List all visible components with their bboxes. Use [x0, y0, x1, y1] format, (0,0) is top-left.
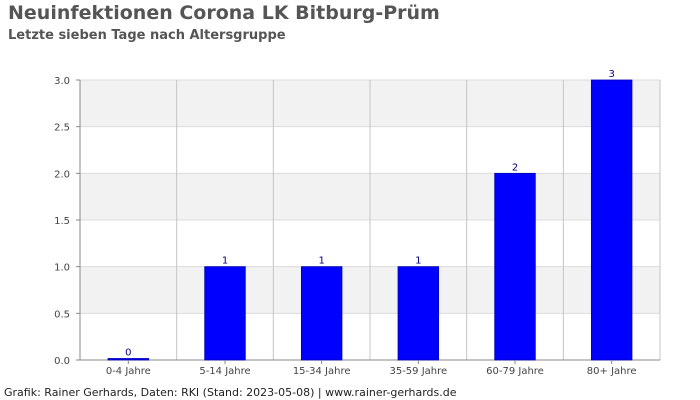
- x-tick-label: 15-34 Jahre: [293, 366, 351, 377]
- bar: [107, 358, 150, 361]
- chart-title: Neuinfektionen Corona LK Bitburg-Prüm: [8, 2, 440, 24]
- y-tick-label: 1.0: [54, 263, 70, 274]
- x-tick-label: 5-14 Jahre: [199, 366, 250, 377]
- x-tick-label: 60-79 Jahre: [486, 366, 544, 377]
- y-tick-label: 1.5: [54, 216, 70, 227]
- bar-data-label: 0: [125, 348, 131, 359]
- bar: [204, 266, 246, 361]
- y-tick-label: 2.5: [54, 123, 70, 134]
- y-tick-label: 0.5: [54, 309, 70, 320]
- x-tick-label: 35-59 Jahre: [389, 366, 447, 377]
- y-tick-label: 2.0: [54, 169, 70, 180]
- bar: [397, 266, 440, 361]
- y-tick-label: 0.0: [54, 356, 70, 367]
- bar: [590, 79, 633, 361]
- bar-data-label: 1: [222, 256, 228, 267]
- chart-subtitle: Letzte sieben Tage nach Altersgruppe: [8, 28, 286, 43]
- bar: [494, 172, 536, 361]
- bar-data-label: 1: [318, 256, 324, 267]
- bar-data-label: 3: [608, 69, 614, 80]
- y-tick-label: 3.0: [54, 76, 70, 87]
- x-tick-label: 80+ Jahre: [587, 366, 637, 377]
- bar-data-label: 1: [415, 256, 421, 267]
- bar: [300, 266, 343, 361]
- footer-credit: Grafik: Rainer Gerhards, Daten: RKI (Sta…: [4, 386, 457, 399]
- x-tick-label: 0-4 Jahre: [106, 366, 151, 377]
- bar-data-label: 2: [512, 162, 518, 173]
